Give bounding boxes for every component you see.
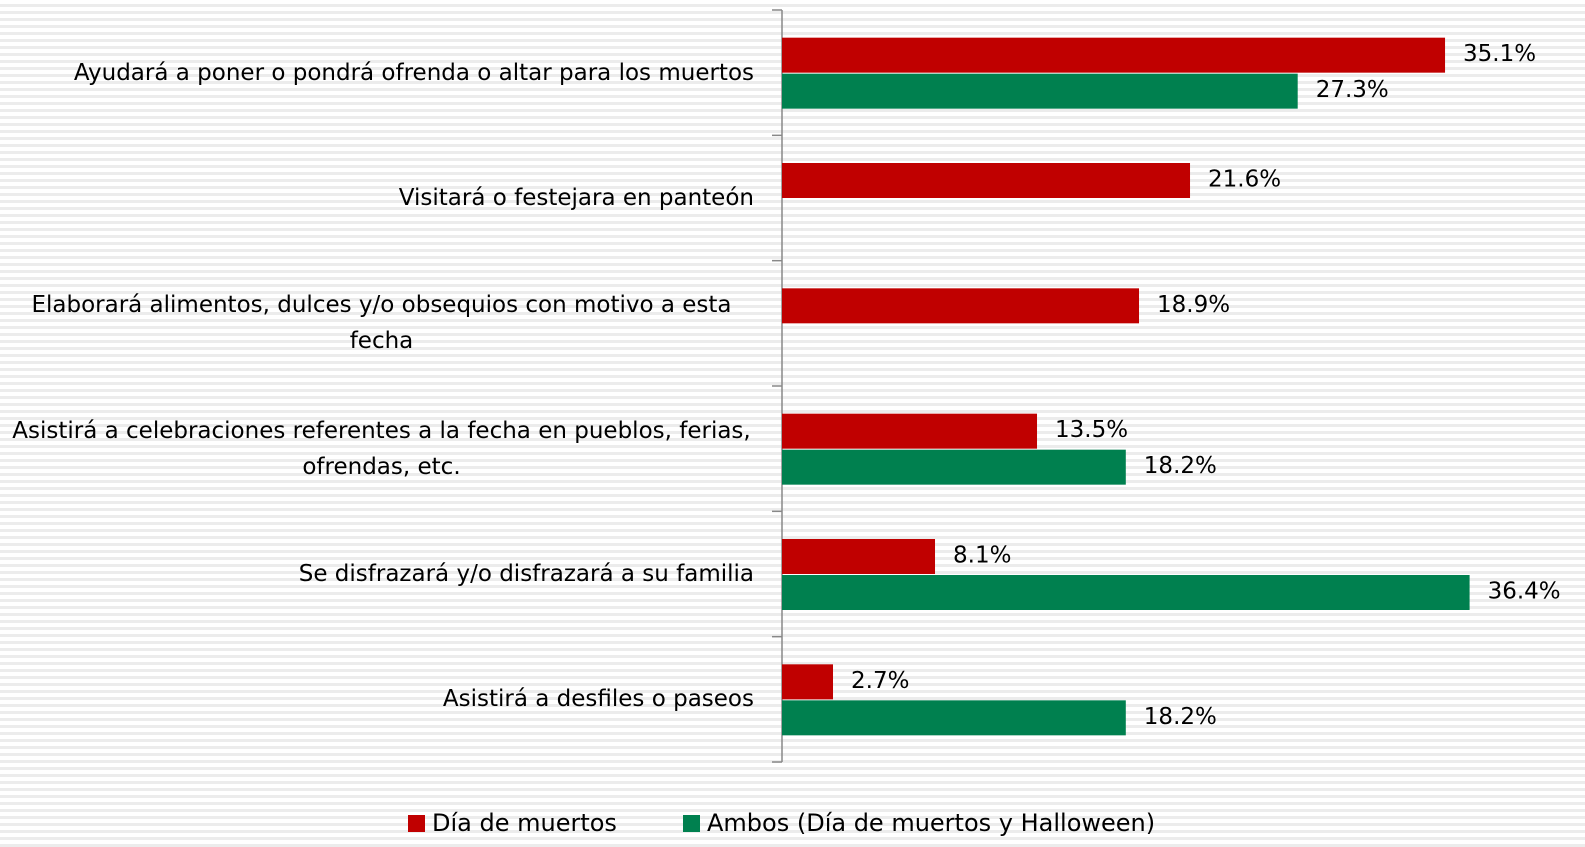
category-text: Se disfrazará y/o disfrazará a su famili… — [298, 561, 754, 587]
data-label: 18.2% — [1144, 704, 1217, 730]
category-label: Ayudará a poner o pondrá ofrenda o altar… — [74, 55, 754, 91]
bar — [782, 37, 1446, 73]
category-label: Asistirá a celebraciones referentes a la… — [9, 413, 754, 485]
category-text: Asistirá a celebraciones referentes a la… — [12, 417, 751, 480]
legend-swatch — [408, 815, 425, 832]
category-label: Se disfrazará y/o disfrazará a su famili… — [299, 556, 754, 592]
category-text: Ayudará a poner o pondrá ofrenda o altar… — [73, 59, 754, 86]
bar — [782, 288, 1140, 324]
bar — [782, 73, 1298, 109]
category-text: Visitará o festejara en panteón — [398, 185, 754, 211]
data-label: 18.2% — [1144, 453, 1217, 479]
category-text: Asistirá a desfiles o paseos — [442, 686, 754, 713]
category-label: Visitará o festejara en panteón — [399, 180, 754, 216]
bar — [782, 163, 1191, 198]
data-label: 13.5% — [1055, 417, 1128, 443]
category-text: Elaborará alimentos, dulces y/o obsequio… — [31, 292, 732, 355]
bar — [782, 664, 834, 700]
legend-label: Ambos (Día de muertos y Halloween) — [707, 809, 1155, 837]
bar — [782, 539, 936, 574]
data-label: 8.1% — [953, 543, 1011, 569]
data-label: 35.1% — [1463, 41, 1536, 67]
category-label: Elaborará alimentos, dulces y/o obsequio… — [9, 287, 754, 359]
data-label: 36.4% — [1488, 579, 1561, 605]
bar — [782, 413, 1038, 449]
data-label: 18.9% — [1157, 292, 1230, 318]
bar — [782, 700, 1126, 736]
legend-label: Día de muertos — [432, 809, 617, 837]
bar — [782, 575, 1470, 610]
data-label: 27.3% — [1316, 77, 1389, 103]
legend-swatch — [683, 815, 700, 832]
data-label: 2.7% — [851, 668, 909, 694]
bar — [782, 449, 1126, 485]
category-label: Asistirá a desfiles o paseos — [443, 681, 754, 717]
data-label: 21.6% — [1208, 167, 1281, 193]
